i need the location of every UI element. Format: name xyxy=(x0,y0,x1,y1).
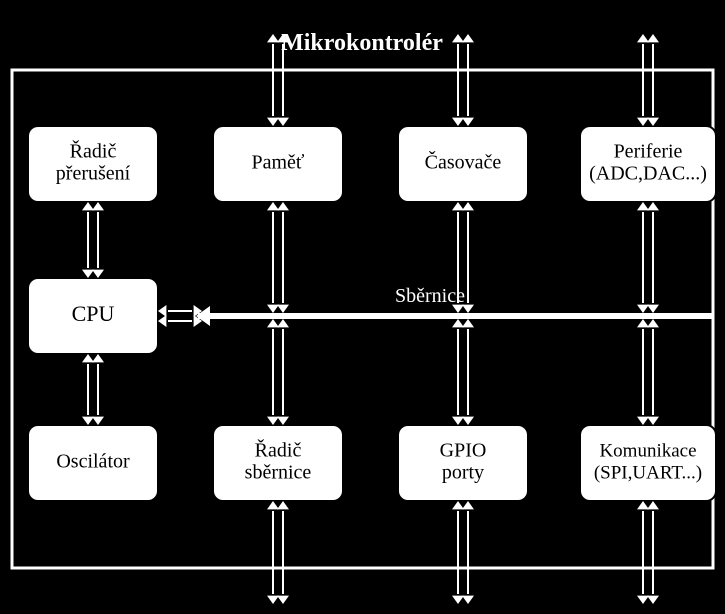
node-peripherals-label-0: Periferie xyxy=(614,141,683,163)
node-communication: Komunikace(SPI,UART...) xyxy=(580,425,716,501)
node-timers-label-0: Časovače xyxy=(425,150,502,174)
node-peripherals: Periferie(ADC,DAC...) xyxy=(580,126,716,202)
diagram-title: Mikrokontrolér xyxy=(281,30,443,56)
node-bus-controller-label-1: sběrnice xyxy=(245,462,312,484)
node-interrupt-controller: Řadičpřerušení xyxy=(28,126,158,202)
node-communication-label-0: Komunikace xyxy=(599,440,696,461)
node-interrupt-controller-label-1: přerušení xyxy=(56,163,131,185)
node-bus-controller: Řadičsběrnice xyxy=(213,425,343,501)
bus-label: Sběrnice xyxy=(395,285,465,307)
node-oscillator: Oscilátor xyxy=(28,425,158,501)
node-bus-controller-label-0: Řadič xyxy=(255,439,302,462)
node-gpio-label-1: porty xyxy=(442,462,484,484)
node-interrupt-controller-label-0: Řadič xyxy=(70,140,117,163)
node-memory: Paměť xyxy=(213,126,343,202)
node-communication-label-1: (SPI,UART...) xyxy=(594,462,702,483)
node-timers: Časovače xyxy=(398,126,528,202)
node-peripherals-label-1: (ADC,DAC...) xyxy=(589,163,707,185)
node-memory-label-0: Paměť xyxy=(252,152,305,174)
node-gpio-label-0: GPIO xyxy=(440,440,487,462)
node-cpu: CPU xyxy=(28,278,158,354)
mcu-block-diagram: MikrokontrolérSběrniceŘadičpřerušeníPamě… xyxy=(0,0,725,614)
node-gpio: GPIOporty xyxy=(398,425,528,501)
node-cpu-label-0: CPU xyxy=(72,301,115,326)
node-oscillator-label-0: Oscilátor xyxy=(56,451,130,473)
